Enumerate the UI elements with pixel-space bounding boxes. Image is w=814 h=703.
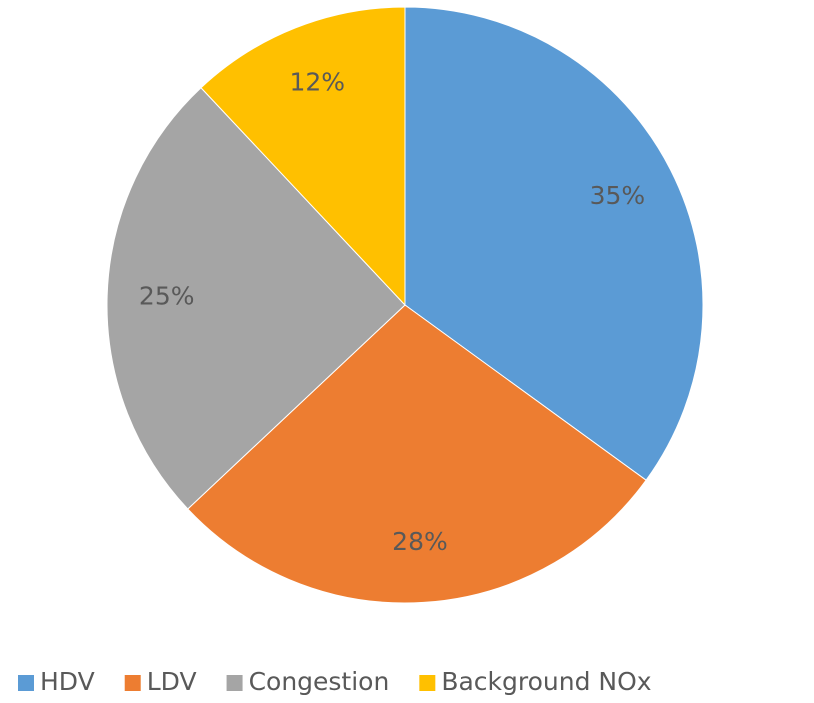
data-label: 25% — [139, 282, 195, 311]
pie-slice — [404, 6, 704, 481]
legend: HDV LDV Congestion Background NOx — [18, 667, 652, 696]
legend-label: Background NOx — [441, 667, 651, 696]
pie-slice — [187, 304, 647, 604]
legend-swatch — [18, 675, 34, 691]
legend-swatch — [226, 675, 243, 691]
data-label: 35% — [590, 181, 646, 210]
data-label: 12% — [289, 67, 345, 96]
legend-label: LDV — [147, 667, 197, 696]
legend-label: Congestion — [249, 667, 390, 696]
pie: 35% 28% 25% 12% — [106, 6, 704, 604]
pie-slice — [200, 6, 406, 307]
legend-swatch — [124, 675, 141, 691]
legend-label: HDV — [40, 667, 95, 696]
legend-swatch — [419, 675, 436, 691]
pie-slice — [106, 87, 406, 510]
data-label: 28% — [392, 527, 448, 556]
